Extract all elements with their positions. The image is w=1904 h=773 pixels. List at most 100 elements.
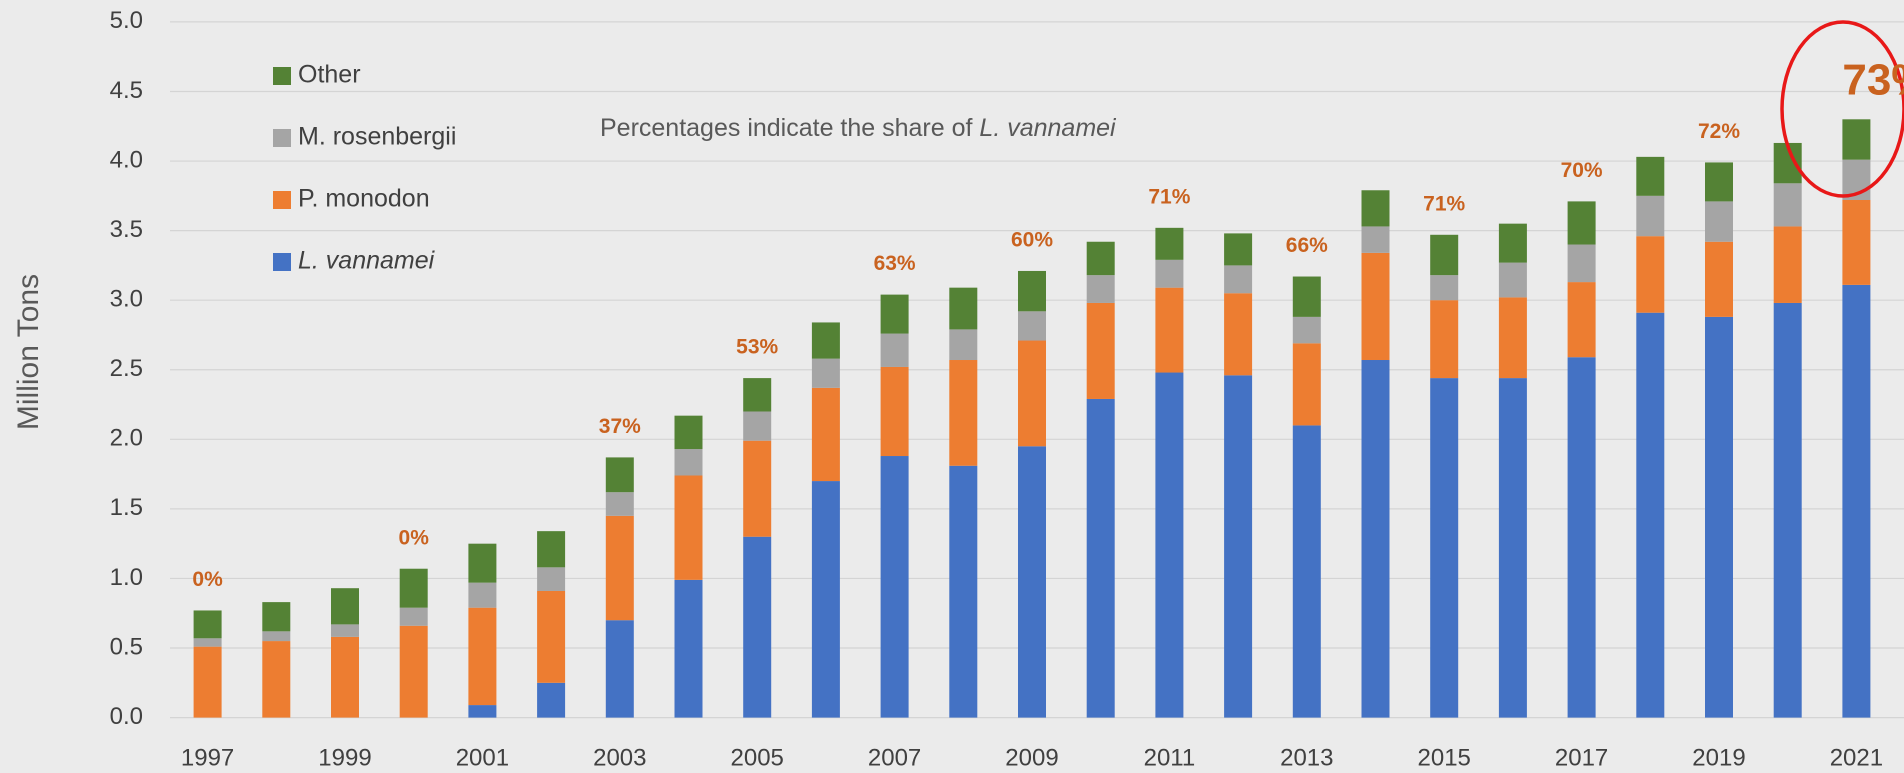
bar-segment [331,588,359,625]
grid: 0.0 0.5 1.0 1.5 2.0 2.5 3.0 3.5 4.0 4.5 5.0 [110,7,1904,730]
bar-segment [1636,195,1665,237]
bar-segment [743,378,772,412]
bar-segment [1224,375,1253,718]
share-label: 63% [874,252,916,275]
legend-swatch [273,253,291,271]
y-tick-label: 4.5 [110,77,143,104]
bar-segment [1224,233,1253,266]
bar-segment [537,531,566,568]
y-tick-label: 0.5 [110,633,143,660]
bar-segment [262,641,291,718]
bar-segment [399,607,428,626]
y-tick-label: 0.0 [110,703,143,730]
bar-segment [1842,284,1871,718]
bar-segment [1498,297,1527,379]
bar-segment [1773,302,1802,718]
x-tick-label: 2003 [593,744,646,771]
y-tick-label: 2.0 [110,425,143,452]
y-tick-label: 4.0 [110,146,143,173]
share-label: 0% [192,568,223,591]
x-tick-label: 2021 [1830,744,1883,771]
legend-label: M. rosenbergii [298,123,456,151]
y-tick-label: 1.0 [110,564,143,591]
bar-segment [1086,398,1115,718]
x-tick-label: 2011 [1144,744,1196,771]
bar-segment [1567,244,1596,283]
bar-segment [1155,227,1184,260]
bar-segment [537,682,566,718]
bar-segment [1155,259,1184,288]
bar-segment [1018,340,1046,447]
bar-segment [1155,372,1184,718]
bar-segment [605,620,634,718]
note-text: Percentages indicate the share of [600,114,979,142]
bar-segment [1292,343,1321,426]
bar-segment [468,705,497,718]
x-tick-label: 2017 [1555,744,1608,771]
bar-segment [331,636,359,718]
y-axis-label: Million Tons [12,274,45,430]
bar-segment [743,536,772,718]
bar-segment [880,366,909,457]
legend-label: P. monodon [298,185,430,213]
bar-segment [811,387,840,482]
bar-segment [1498,378,1527,718]
bar-segment [1842,199,1871,285]
x-tick-label: 1997 [181,744,234,771]
bar-segment [1430,300,1459,379]
bar-segment [743,411,772,441]
y-tick-label: 1.5 [110,494,143,521]
highlight-circle [1780,20,1904,198]
bar-segment [1018,446,1046,718]
bar-segment [193,646,222,718]
bar-segment [949,465,978,718]
x-tick-label: 2009 [1005,744,1058,771]
bar-segment [1842,119,1871,160]
x-tick-label: 1999 [318,744,371,771]
bar-segment [949,360,978,466]
bar-segment [605,457,634,493]
bar-segment [262,631,291,642]
bar-segment [1430,275,1459,301]
bar-segment [1705,201,1733,242]
bar-segment [1361,252,1390,361]
share-label: 71% [1148,185,1190,208]
legend-swatch [273,129,291,147]
bars [193,119,1871,718]
bar-segment [1018,311,1046,341]
legend-swatch [273,191,291,209]
bar-segment [1773,226,1802,303]
bar-segment [674,579,703,718]
share-label: 0% [399,526,430,549]
bar-segment [1292,276,1321,317]
bar-segment [1705,241,1733,317]
bar-segment [1567,282,1596,358]
bar-segment [262,602,291,632]
share-label: 73% [1842,56,1904,105]
legend-label: L. vannamei [298,247,436,275]
bar-segment [1705,162,1733,202]
bar-segment [1361,226,1390,253]
bar-segment [1498,262,1527,298]
legend-label: Other [298,61,361,89]
bar-segment [468,543,497,583]
legend-swatch [273,67,291,85]
bar-segment [674,415,703,450]
share-label: 37% [599,415,641,438]
bar-segment [1498,223,1527,263]
y-tick-label: 2.5 [110,355,143,382]
note-emphasis: L. vannamei [979,114,1117,142]
bar-segment [1224,265,1253,294]
share-label: 72% [1698,120,1740,143]
bar-segment [468,607,497,706]
note: Percentages indicate the share of L. van… [600,114,1117,142]
bar-segment [811,322,840,359]
bar-segment [1430,378,1459,718]
bar-segment [949,287,978,330]
bar-segment [605,492,634,516]
bar-segment [537,590,566,683]
bar-segment [1361,190,1390,227]
bar-segment [1086,302,1115,399]
bar-segment [468,582,497,608]
share-label: 53% [736,336,778,359]
